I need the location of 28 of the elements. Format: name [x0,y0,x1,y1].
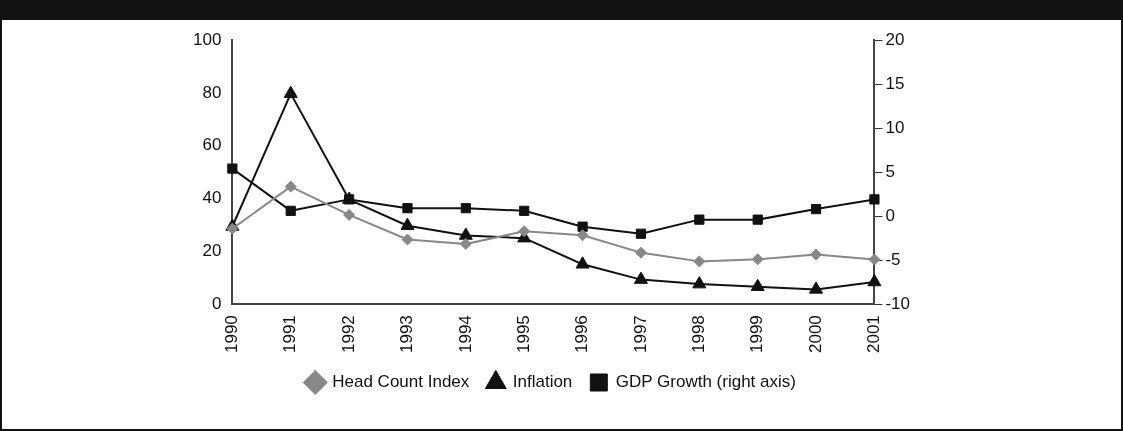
x-tick-label: 1992 [338,315,358,354]
y-tick-label: 80 [202,82,222,102]
y-tick-label: 40 [202,188,222,208]
y2-tick-label: -5 [885,249,901,269]
y-tick-label: 60 [202,135,222,155]
y-tick-label: 20 [202,241,222,261]
x-tick-label: 1995 [513,315,533,354]
x-tick-label: 2000 [805,315,825,354]
x-tick-label: 2001 [864,315,884,354]
x-tick-label: 1999 [747,315,767,354]
x-tick-label: 1996 [572,315,592,354]
y2-tick-label: 20 [885,29,905,49]
y2-tick-label: 0 [885,205,895,225]
legend-label: Inflation [512,372,573,392]
y2-tick-label: 10 [885,117,905,137]
x-tick-label: 1997 [630,315,650,354]
legend-label: GDP Growth (right axis) [615,372,796,392]
x-tick-label: 1998 [689,315,709,354]
x-tick-label: 1993 [397,315,417,354]
legend-label: Head Count Index [332,372,470,392]
y2-tick-label: 15 [885,73,905,93]
y2-tick-label: -10 [885,293,911,313]
x-tick-label: 1994 [455,315,475,354]
x-tick-label: 1990 [222,315,242,354]
y-tick-label: 100 [192,29,222,49]
y-tick-label: 0 [211,293,222,313]
x-tick-label: 1991 [280,315,300,354]
y2-tick-label: 5 [885,161,895,181]
